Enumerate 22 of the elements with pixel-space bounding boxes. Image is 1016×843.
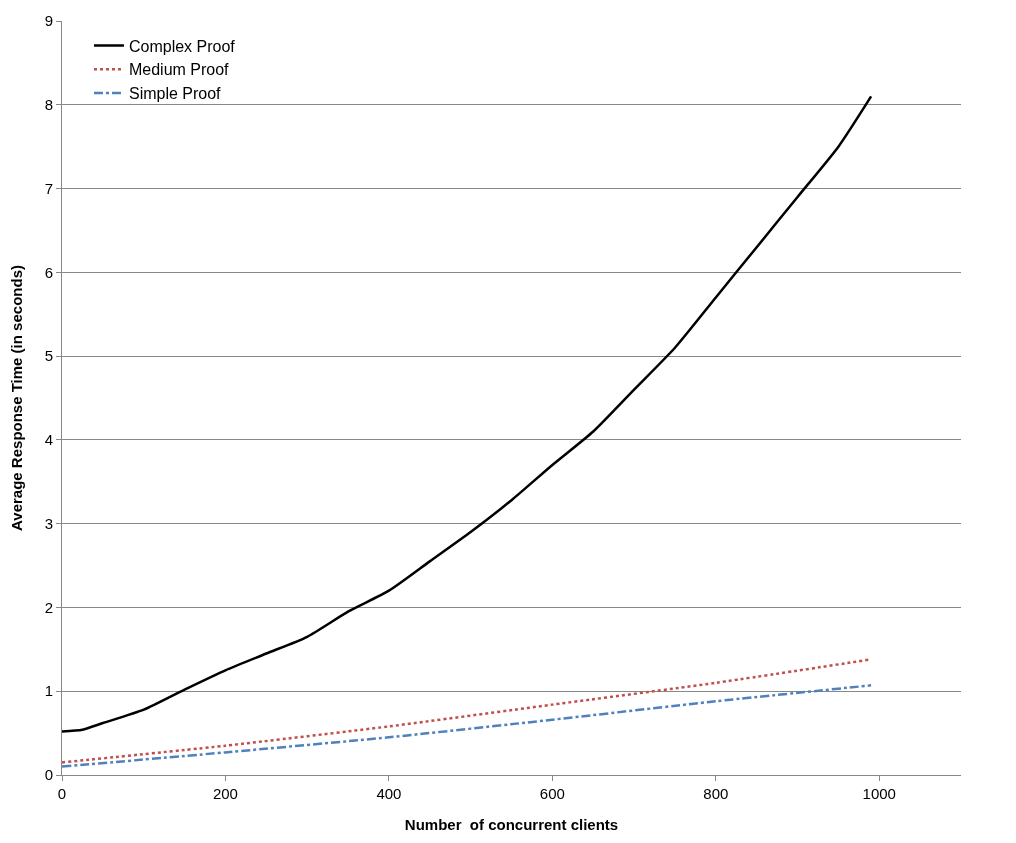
x-tick-label: 600 [539,785,565,802]
y-tick-label: 0 [44,766,53,784]
y-tick-label: 1 [44,682,53,700]
y-tick-label: 6 [44,263,53,281]
x-tick-label: 1000 [862,785,896,802]
y-tick-label: 9 [44,12,53,30]
y-tick-label: 2 [44,598,53,616]
y-tick-label: 5 [44,347,53,365]
x-tick-label: 400 [376,785,402,802]
line-series [62,684,873,768]
y-tick-label: 4 [44,431,53,449]
x-tick-label: 0 [57,785,67,802]
y-tick-label: 3 [44,514,53,532]
y-tick-label: 8 [44,96,53,114]
x-tick-label: 200 [212,785,238,802]
x-axis-title: Number of concurrent clients [404,816,619,833]
legend-label: Simple Proof [128,85,222,103]
y-tick-label: 7 [44,179,53,197]
legend-label: Complex Proof [128,37,236,55]
legend-label: Medium Proof [128,61,230,79]
y-axis-title: Average Response Time (in seconds) [8,265,25,531]
x-tick-label: 800 [703,785,729,802]
